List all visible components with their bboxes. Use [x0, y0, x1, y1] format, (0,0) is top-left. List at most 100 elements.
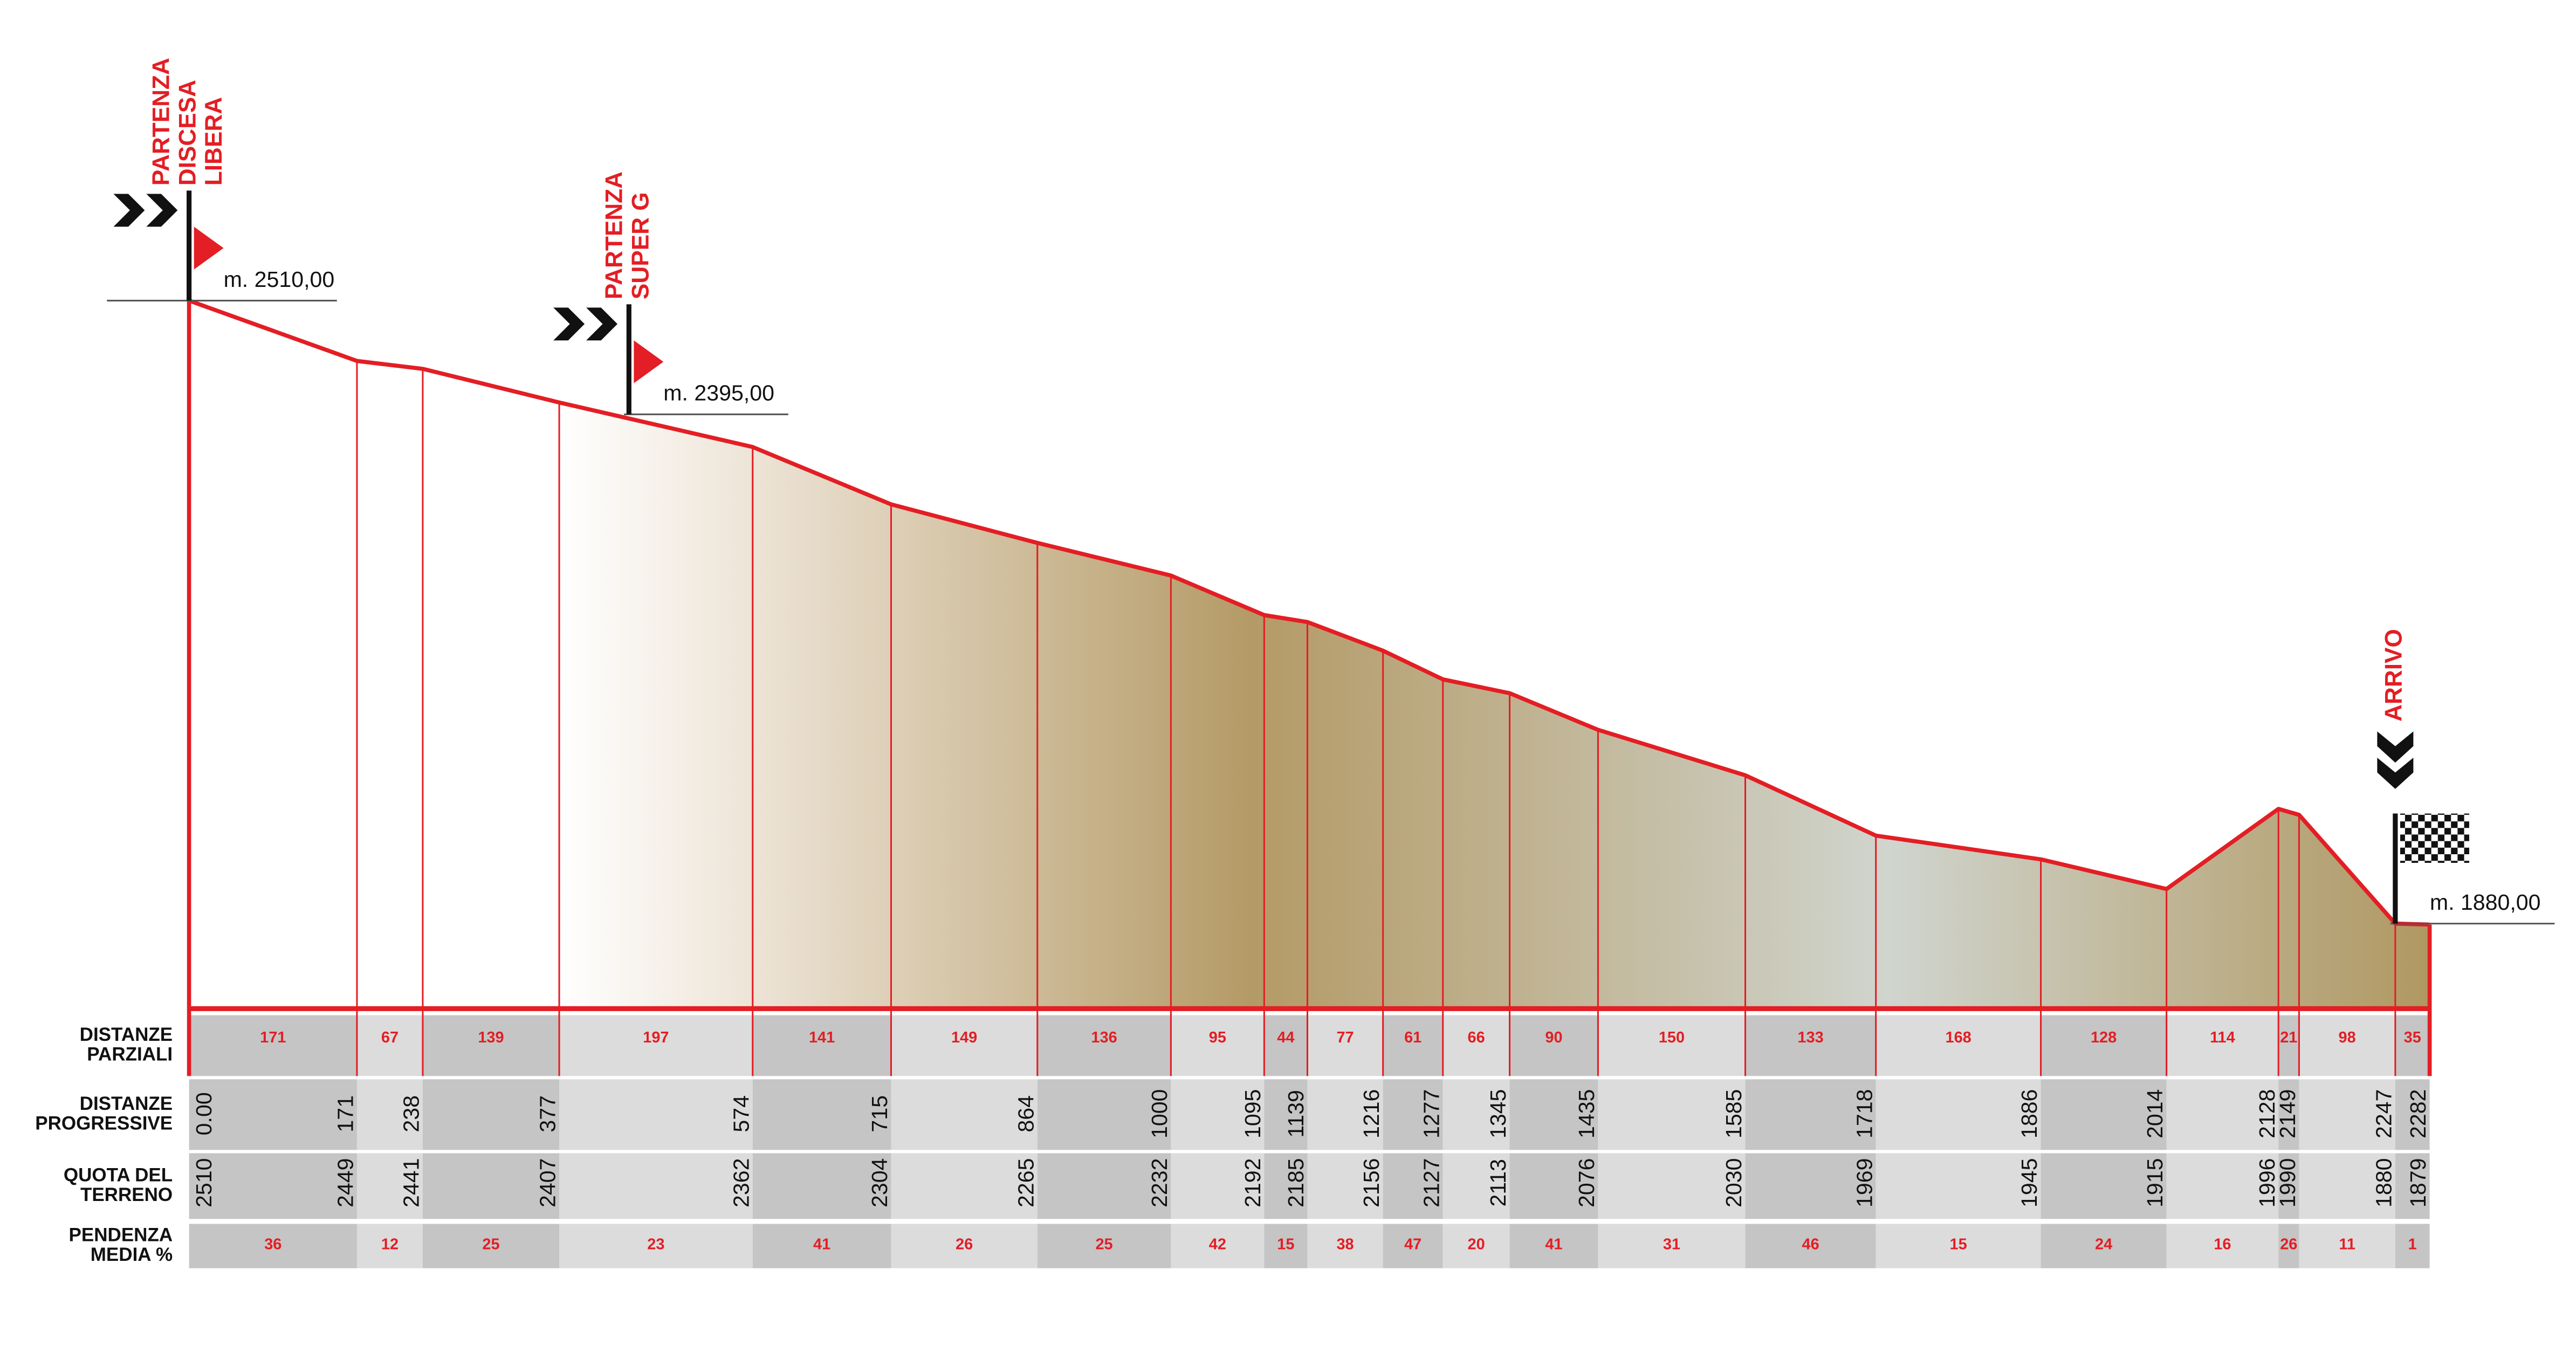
table-cell [891, 1224, 1038, 1268]
table-cell [422, 1153, 560, 1219]
slope: 24 [2095, 1236, 2112, 1253]
marker-label: LIBERA [201, 97, 227, 186]
progressive-distance: 2149 [2275, 1089, 2300, 1138]
chevron [113, 194, 145, 227]
partial-distance: 61 [1404, 1029, 1421, 1046]
table-cell [1745, 1153, 1876, 1219]
partial-distance: 66 [1468, 1029, 1485, 1046]
slope: 26 [956, 1236, 973, 1253]
progressive-distance: 574 [729, 1095, 753, 1133]
checkered-flag [2400, 813, 2469, 863]
table-cell [422, 1224, 560, 1268]
partial-distance: 98 [2339, 1029, 2356, 1046]
chevron [553, 307, 585, 341]
table-cell [752, 1015, 891, 1076]
table-cell [1383, 1224, 1443, 1268]
table-cell [189, 1015, 357, 1076]
table-cell [189, 1224, 357, 1268]
progressive-distance: 1886 [2017, 1089, 2042, 1138]
partial-distance: 150 [1659, 1029, 1685, 1046]
table-cell [1442, 1153, 1510, 1219]
table-cell [1307, 1079, 1383, 1150]
slope: 26 [2280, 1236, 2297, 1253]
slope: 12 [381, 1236, 399, 1253]
marker-label: PARTENZA [148, 58, 175, 186]
table-cell [2395, 1079, 2430, 1150]
table-cell [1037, 1224, 1171, 1268]
partial-distance: 77 [1336, 1029, 1354, 1046]
progressive-distance: 2282 [2406, 1089, 2430, 1138]
marker: m. 2395,00 PARTENZA SUPER G [553, 171, 788, 415]
table-cell [2278, 1224, 2299, 1268]
terrain-elevation: 2407 [535, 1158, 560, 1207]
marker-elevation: m. 2510,00 [224, 267, 335, 292]
table-cell [2278, 1079, 2299, 1150]
table-cell [1745, 1224, 1876, 1268]
table-cell [1264, 1224, 1308, 1268]
table-cell [1264, 1153, 1308, 1219]
slope: 41 [813, 1236, 830, 1253]
table-cell [1442, 1079, 1510, 1150]
row-label: MEDIA % [91, 1244, 173, 1265]
slope: 36 [264, 1236, 281, 1253]
table-cell [2041, 1079, 2167, 1150]
table-cell [2278, 1015, 2299, 1076]
slope: 11 [2339, 1236, 2355, 1253]
progressive-distance: 2014 [2142, 1089, 2167, 1138]
progressive-distance: 2128 [2255, 1089, 2279, 1138]
table-cell [1876, 1079, 2041, 1150]
terrain-elevation: 2113 [1486, 1159, 1510, 1206]
partial-distance: 21 [2280, 1029, 2297, 1046]
slope: 16 [2214, 1236, 2231, 1253]
progressive-distance: 1718 [1852, 1089, 1877, 1138]
table-cell [1264, 1079, 1308, 1150]
table-cell [189, 1153, 357, 1219]
partial-distance: 35 [2404, 1029, 2421, 1046]
table-cell [1037, 1015, 1171, 1076]
chevron [2377, 731, 2414, 763]
table-cell [2395, 1224, 2430, 1268]
progressive-distance: 1095 [1240, 1089, 1265, 1138]
table-cell [1509, 1015, 1598, 1076]
chevron [146, 194, 178, 227]
table-cell [559, 1224, 753, 1268]
terrain-elevation: 2030 [1721, 1158, 1746, 1207]
table-cell [2299, 1153, 2395, 1219]
slope: 31 [1663, 1236, 1680, 1253]
table-cell [356, 1224, 423, 1268]
progressive-distance: 864 [1013, 1095, 1038, 1133]
partial-distance: 197 [643, 1029, 669, 1046]
table-cell [2278, 1153, 2299, 1219]
progressive-distance: 1277 [1419, 1089, 1444, 1138]
terrain-elevation: 1969 [1852, 1158, 1877, 1207]
marker: m. 2510,00 PARTENZA DISCESA LIBERA [107, 58, 337, 301]
partial-distance: 139 [478, 1029, 504, 1046]
progressive-distance: 715 [867, 1095, 892, 1133]
partial-distance: 168 [1945, 1029, 1971, 1046]
table-cell [1383, 1079, 1443, 1150]
marker-elevation: m. 2395,00 [663, 381, 774, 406]
marker: m. 1880,00 ARRIVO [2377, 629, 2555, 925]
progressive-distance: 377 [535, 1095, 560, 1133]
progressive-distance: 238 [399, 1095, 424, 1133]
terrain-elevation: 2076 [1574, 1158, 1599, 1207]
table-cell [891, 1153, 1038, 1219]
slope: 46 [1802, 1236, 1819, 1253]
terrain-elevation: 2156 [1359, 1158, 1384, 1207]
table-cell [559, 1153, 753, 1219]
table-cell [1442, 1015, 1510, 1076]
table-cell [1171, 1224, 1265, 1268]
table-cell [1509, 1224, 1598, 1268]
slope: 25 [482, 1236, 499, 1253]
table-cell [1745, 1079, 1876, 1150]
row-label: QUOTA DEL [64, 1164, 173, 1185]
table-cell [559, 1015, 753, 1076]
progressive-distance: 171 [333, 1095, 358, 1133]
row-label: PARZIALI [87, 1044, 173, 1065]
table-cell [752, 1153, 891, 1219]
progressive-distance: 1345 [1486, 1089, 1510, 1138]
terrain-elevation: 1915 [2142, 1158, 2167, 1207]
table-cell [1876, 1153, 2041, 1219]
terrain-elevation: 2265 [1013, 1158, 1038, 1207]
